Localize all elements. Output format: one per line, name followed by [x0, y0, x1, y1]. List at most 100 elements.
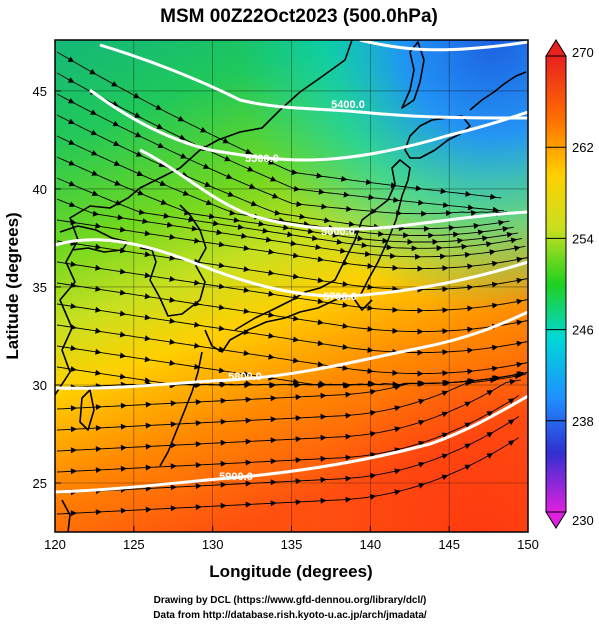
streamline-arrow: [70, 366, 77, 372]
streamline-arrow: [492, 206, 499, 213]
streamline-arrow: [135, 151, 143, 157]
streamline-arrow: [170, 505, 177, 512]
streamline-arrow: [392, 369, 399, 376]
streamline-arrow: [95, 264, 102, 271]
streamline-arrow: [342, 281, 349, 287]
streamline-arrow: [157, 142, 165, 148]
streamline: [56, 437, 520, 515]
streamline-arrow: [320, 476, 327, 483]
streamline: [56, 324, 528, 375]
streamline-arrow: [120, 402, 127, 409]
streamline-arrow: [169, 275, 176, 282]
streamline-arrow: [225, 173, 233, 179]
streamline-arrow: [442, 349, 449, 356]
streamline-arrow: [317, 340, 324, 347]
streamline-arrow: [248, 183, 256, 189]
streamline-arrow: [423, 225, 430, 232]
streamline-arrow: [491, 260, 499, 267]
streamline-arrow: [428, 232, 435, 239]
streamline-arrow: [144, 293, 151, 300]
streamline-arrow: [342, 344, 349, 350]
streamline-arrow: [245, 480, 252, 487]
streamline-arrow: [332, 231, 339, 238]
streamline-arrow: [386, 244, 393, 251]
streamline-arrow: [486, 241, 493, 248]
streamline-arrow: [507, 440, 515, 446]
wind-streamlines: [56, 51, 528, 517]
streamline-arrow: [392, 327, 399, 334]
streamline-arrow: [464, 251, 471, 258]
streamline-arrow: [498, 219, 505, 226]
streamline-arrow: [321, 203, 328, 210]
streamline-arrow: [295, 478, 302, 485]
streamline-arrow: [317, 298, 324, 305]
x-tick-label: 125: [123, 537, 145, 552]
streamline-arrow: [119, 268, 127, 275]
streamline-arrow: [292, 315, 300, 322]
streamline-arrow: [509, 379, 516, 385]
streamline-arrow: [243, 350, 250, 356]
streamline-arrow: [68, 139, 75, 145]
streamline-arrow: [393, 197, 400, 203]
streamline-arrow: [320, 392, 327, 399]
streamline-arrow: [180, 153, 187, 159]
streamline-arrow: [144, 314, 151, 321]
streamline-arrow: [200, 127, 207, 133]
streamline-arrow: [367, 263, 374, 269]
streamline-arrow: [188, 216, 195, 223]
streamline-arrow: [194, 279, 201, 286]
streamline-arrow: [233, 217, 240, 223]
streamline-arrow: [268, 353, 275, 360]
streamline-arrow: [342, 302, 349, 308]
streamline-arrow: [70, 405, 77, 412]
streamline-arrow: [91, 190, 99, 196]
streamline-arrow: [220, 381, 227, 388]
streamline: [56, 219, 528, 270]
streamline-arrow: [70, 447, 77, 454]
streamline-arrow: [473, 223, 480, 229]
streamline-arrow: [95, 404, 102, 410]
colorbar-max-arrow: [545, 39, 567, 57]
streamline-arrow: [194, 363, 201, 370]
streamline-arrow: [394, 489, 401, 496]
streamline-arrow: [418, 398, 425, 405]
colorbar-ticks: 270 262 254 246 238 230: [546, 45, 594, 528]
streamline-arrow: [320, 434, 327, 441]
streamline-arrow: [411, 245, 418, 252]
streamline-arrow: [67, 56, 75, 62]
streamline-arrow: [117, 214, 124, 221]
streamline-arrow: [370, 410, 377, 416]
streamline-arrow: [516, 361, 523, 368]
streamline-arrow: [318, 188, 325, 195]
streamline-arrow: [346, 205, 353, 212]
streamline-arrow: [345, 412, 352, 419]
streamline-arrow: [467, 368, 474, 375]
streamline-arrow: [507, 398, 515, 404]
streamline-arrow: [216, 229, 223, 236]
streamline: [56, 51, 502, 199]
streamline-arrow: [295, 415, 302, 422]
streamline-arrow: [218, 283, 226, 290]
streamline-arrow: [245, 396, 252, 403]
streamline-arrow: [95, 243, 102, 250]
streamline-arrow: [348, 221, 356, 227]
streamline-arrow: [516, 298, 523, 305]
streamline: [56, 72, 505, 212]
streamline-arrow: [68, 118, 75, 124]
x-axis-label: Longitude (degrees): [209, 562, 372, 581]
streamline: [56, 303, 528, 354]
streamline-arrow: [491, 365, 499, 372]
streamline-arrow: [195, 420, 202, 427]
streamline-arrow: [119, 310, 127, 317]
streamline-arrow: [270, 176, 277, 182]
streamline-arrow: [195, 483, 202, 490]
streamline-arrow: [367, 305, 374, 311]
streamline-arrow: [415, 253, 422, 260]
streamline-arrow: [390, 182, 398, 189]
streamline-arrow: [365, 179, 373, 185]
streamline-arrow: [342, 260, 349, 266]
streamline-arrow: [490, 377, 497, 384]
streamline-arrow: [382, 237, 389, 244]
streamline-arrow: [237, 224, 245, 230]
